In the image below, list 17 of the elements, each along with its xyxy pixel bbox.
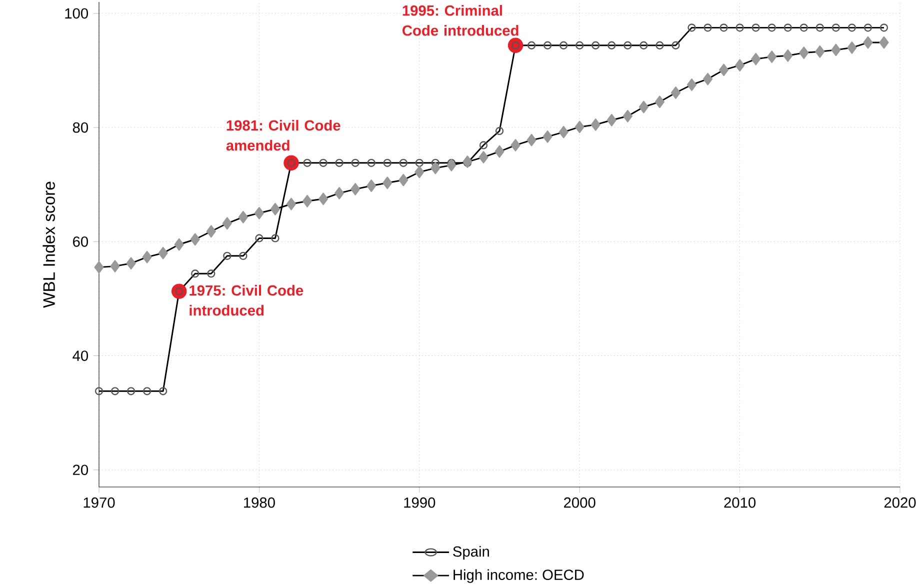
y-tick-label: 20: [73, 464, 88, 476]
legend-label: High income: OECD: [454, 569, 584, 583]
annotation: 1995: Criminal Code introduced: [402, 5, 518, 36]
legend-label: Spain: [453, 546, 489, 560]
y-tick-label: 60: [73, 236, 88, 247]
y-tick-label: 80: [72, 122, 88, 133]
annotation: 1981: Civil Code amended: [226, 120, 340, 151]
annotation: 1975: Civil Code introduced: [190, 284, 304, 316]
y-tick-label: 100: [65, 8, 88, 19]
x-tick-label: 2010: [724, 497, 756, 508]
y-tick-label: 40: [72, 350, 88, 361]
x-tick-label: 2020: [884, 497, 916, 508]
x-tick-label: 1990: [404, 497, 436, 508]
y-axis-title: WBL Index score: [42, 182, 55, 308]
x-tick-label: 1980: [244, 497, 275, 508]
x-tick-label: 2000: [564, 497, 596, 508]
x-tick-label: 1970: [84, 497, 115, 508]
